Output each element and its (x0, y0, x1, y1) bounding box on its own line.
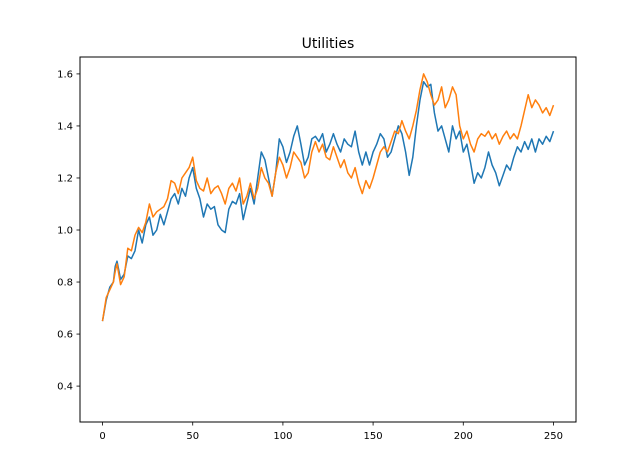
x-tick-label: 200 (454, 431, 473, 442)
plot-frame (79, 56, 577, 423)
x-tick-label: 100 (273, 431, 292, 442)
y-tick-label: 1.6 (57, 69, 73, 80)
x-tick-label: 150 (364, 431, 383, 442)
x-tick-label: 250 (544, 431, 563, 442)
series-line-1 (101, 80, 555, 322)
y-tick-label: 0.6 (57, 330, 73, 341)
y-tick-label: 1.4 (57, 121, 73, 132)
y-axis: 0.4 0.6 0.8 1.0 1.2 1.4 1.6 (57, 69, 80, 393)
series-line-2 (101, 73, 555, 322)
y-tick-label: 0.8 (57, 278, 73, 289)
chart-title: Utilities (302, 36, 355, 52)
y-tick-label: 1.2 (57, 173, 73, 184)
x-tick-label: 50 (186, 431, 199, 442)
y-tick-label: 1.0 (57, 226, 73, 237)
x-axis: 0 50 100 150 200 250 (99, 422, 563, 442)
y-tick-label: 0.4 (57, 382, 73, 393)
series-layer (101, 73, 555, 322)
x-tick-label: 0 (99, 431, 105, 442)
